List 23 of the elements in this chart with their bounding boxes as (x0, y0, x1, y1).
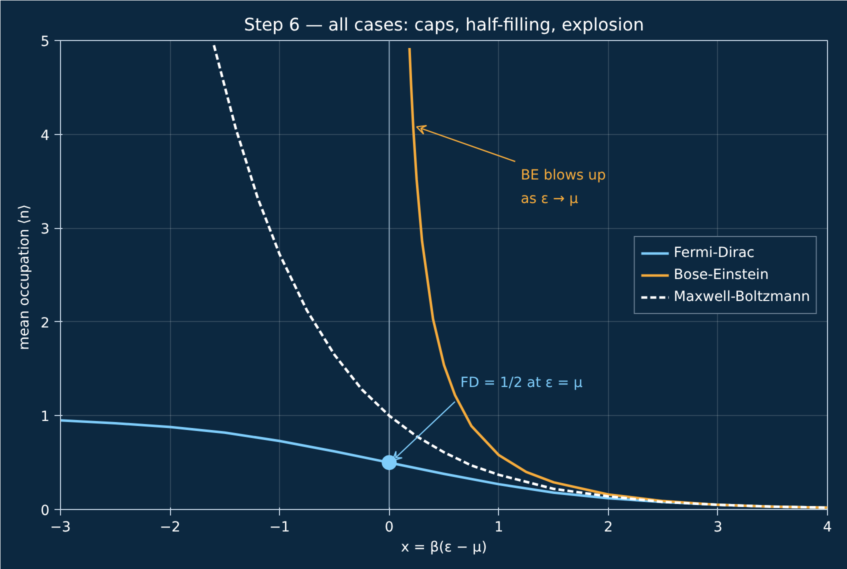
y-tick-label: 0 (40, 503, 50, 519)
y-tick-label: 3 (40, 222, 50, 238)
y-tick-label: 2 (40, 315, 50, 332)
x-tick-label: 1 (494, 520, 504, 536)
legend-label: Fermi-Dirac (674, 244, 754, 260)
y-axis-title: mean occupation ⟨n⟩ (16, 204, 33, 350)
annotation: FD = 1/2 at ε = μ (460, 374, 583, 391)
x-tick-label: 4 (823, 520, 832, 536)
y-tick-label: 1 (40, 409, 50, 426)
line-series (212, 44, 828, 509)
legend-label: Maxwell-Boltzmann (674, 288, 810, 304)
x-tick-label: −1 (269, 520, 290, 536)
legend-label: Bose-Einstein (674, 266, 769, 282)
x-tick-label: −2 (160, 520, 180, 536)
y-tick-label: 4 (40, 128, 50, 144)
chart-title: Step 6 — all cases: caps, half-filling, explosion (244, 16, 644, 36)
x-tick-label: 3 (713, 520, 722, 536)
x-tick-label: 0 (384, 520, 394, 536)
annotation: BE blows up as ε → μ (520, 168, 606, 208)
x-tick-label: 2 (604, 520, 613, 536)
x-tick-label: −3 (50, 520, 71, 536)
y-tick-label: 5 (40, 34, 50, 50)
x-axis-title: x = β(ε − μ) (401, 540, 487, 556)
